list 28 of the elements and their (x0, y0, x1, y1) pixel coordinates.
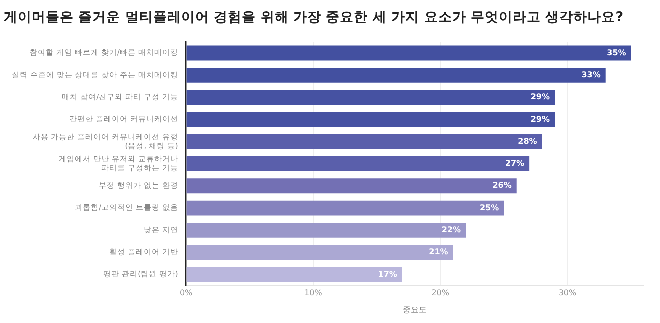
bar (186, 134, 542, 150)
x-tick-label: 10% (304, 288, 323, 298)
data-label: 26% (492, 181, 512, 190)
data-label: 28% (518, 136, 538, 146)
bar (186, 156, 530, 172)
data-label: 29% (530, 114, 550, 124)
bar (186, 90, 556, 106)
chart-title: 게이머들은 즐거운 멀티플레이어 경험을 위해 가장 중요한 세 가지 요소가 무엇이라고 생각하나요? (4, 10, 624, 26)
x-tick-label: 30% (558, 288, 578, 298)
x-tick-label: 0% (180, 288, 194, 298)
bar (186, 222, 466, 238)
data-label: 29% (530, 92, 550, 102)
data-label: 33% (582, 70, 601, 80)
data-label: 17% (378, 270, 398, 279)
x-axis-title: 중요도 (403, 305, 428, 314)
data-label: 22% (442, 226, 462, 235)
data-label: 25% (480, 203, 500, 212)
x-tick-label: 20% (432, 288, 450, 298)
bar (186, 68, 606, 83)
bar (186, 46, 632, 61)
data-label: 35% (607, 48, 626, 58)
bar (186, 112, 556, 128)
data-label: 21% (429, 248, 448, 257)
bar (186, 245, 454, 260)
bar (186, 267, 402, 282)
bar (186, 200, 504, 216)
data-label: 27% (505, 159, 525, 168)
bar (186, 178, 517, 194)
